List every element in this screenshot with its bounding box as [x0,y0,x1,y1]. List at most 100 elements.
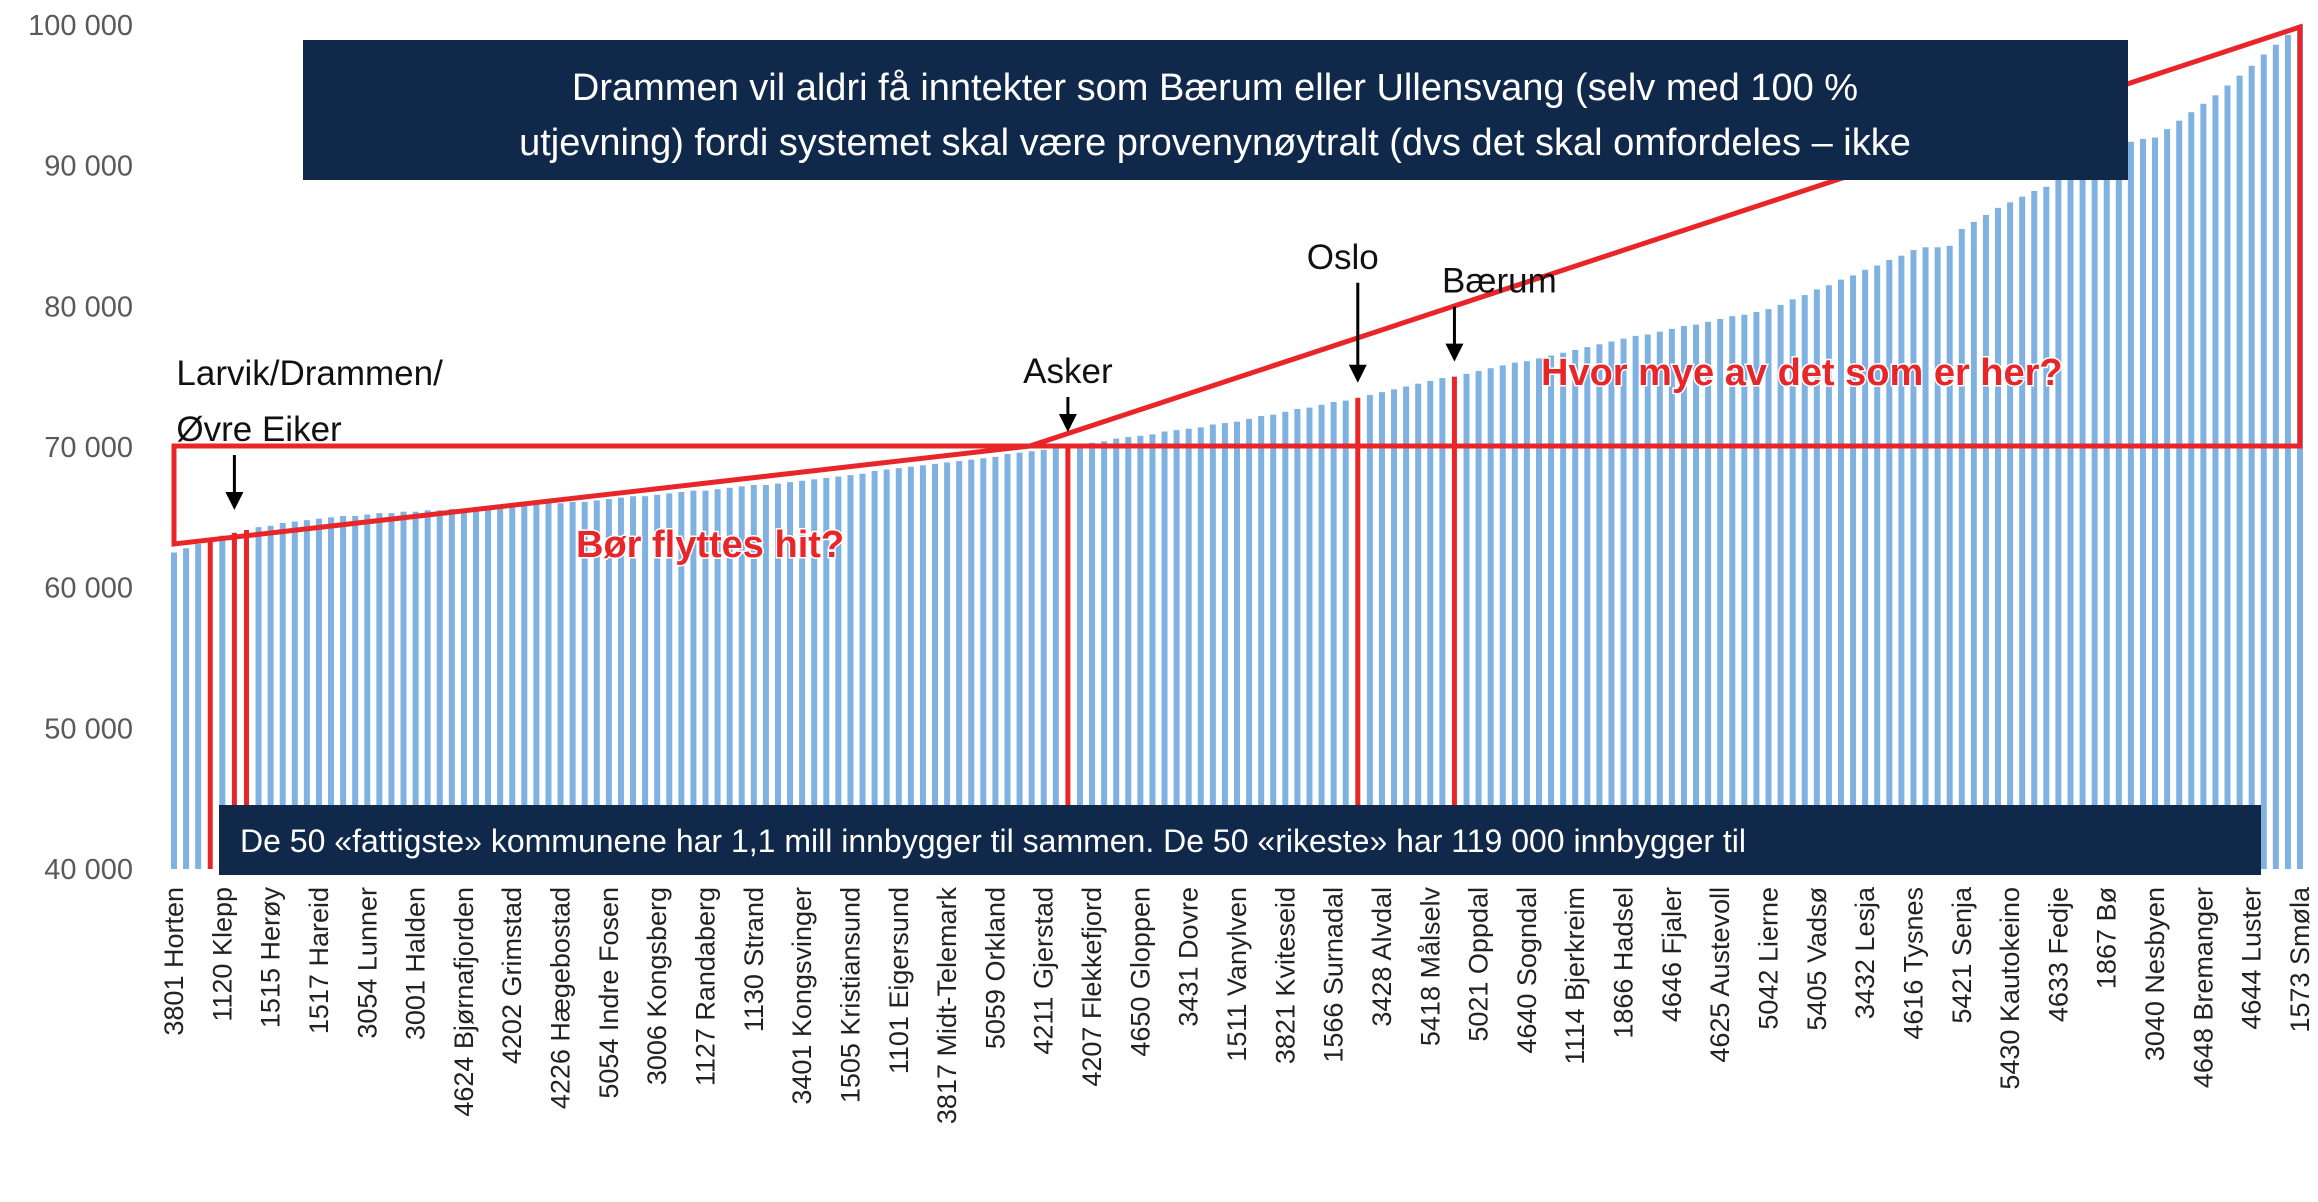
x-tick-label: 4644 Luster [2237,887,2267,1030]
bar [509,506,516,869]
bar [1982,214,1989,869]
bar [774,483,781,869]
x-tick-label: 3040 Nesbyen [2140,887,2170,1061]
bar [1886,259,1893,869]
bar [1693,324,1700,869]
x-tick-label: 1120 Klepp [207,887,237,1022]
highlight-bar [231,532,237,869]
x-tick-label: 5421 Senja [1947,886,1977,1024]
bar [1535,358,1542,869]
bar [605,499,612,869]
bar [1910,250,1917,870]
bar [2188,112,2195,870]
bar [1403,386,1410,869]
arrow-head [225,491,244,510]
bar [1318,404,1325,869]
bar [738,486,745,869]
bar [1777,304,1784,870]
bar [1813,289,1820,869]
bar [388,513,395,869]
bar [400,511,407,869]
x-tick-label: 4616 Tysnes [1898,887,1928,1040]
bar [1753,311,1760,870]
bar [1934,247,1941,870]
bar [557,503,564,869]
x-tick-label: 5042 Lierne [1754,887,1784,1030]
bar [1596,344,1603,869]
top-box-text: Drammen vil aldri få inntekter som Bærum… [572,67,1858,109]
bar [823,477,830,869]
red-outline [171,23,2303,547]
x-tick-label: 1867 Bø [2092,887,2122,989]
bar [1584,347,1591,869]
highlight-bar [207,539,213,869]
top-box [303,40,2128,180]
x-tick-label: 3801 Horten [159,887,189,1036]
bar [932,463,939,869]
x-tick-label: 1114 Bjerkreim [1560,887,1590,1065]
bar [811,479,818,869]
bar [1391,389,1398,869]
bar [2031,190,2038,869]
bar [1270,414,1277,869]
bar [750,484,757,869]
bar [279,522,286,869]
bar [2260,54,2267,870]
bar [1330,401,1337,869]
bar [1234,421,1240,869]
x-tick-label: 1866 Hadsel [1609,887,1639,1039]
annotation-label: Øvre Eiker [176,410,342,449]
bar [702,490,709,869]
bars: 40 000 50 000 60 000 70 000 80 000 90 000 100 … [28,10,2315,1124]
x-tick-label: 3817 Midt-Telemark [932,886,962,1124]
bar [2176,120,2183,870]
bar [895,468,902,869]
arrow-head [1348,364,1367,383]
y-tick-label: 50 000 [44,713,133,745]
x-tick-label: 4624 Bjørnafjorden [449,887,479,1117]
bar [1113,438,1120,869]
bar [714,489,721,869]
bar [1705,321,1712,870]
annotation-label: Larvik/Drammen/ [176,354,443,393]
bar [1656,331,1663,869]
bar [1729,316,1736,869]
bar [364,514,371,869]
bar [1970,221,1977,869]
bar [472,507,479,869]
bar [1644,334,1651,869]
annotation-label: Asker [1023,352,1113,391]
x-tick-label: 3428 Alvdal [1367,887,1397,1027]
bar [183,548,190,869]
bar [569,501,576,869]
bar [617,497,624,869]
bar [1874,265,1881,869]
bar [1197,427,1204,869]
bar [1366,394,1373,869]
bar [2272,44,2279,869]
bar [847,475,854,869]
highlight-bar [1451,376,1457,869]
bar [1717,318,1724,869]
x-tick-label: 4650 Gloppen [1125,887,1155,1057]
bar [1161,431,1168,869]
bar [1862,269,1869,869]
bar [1052,448,1059,869]
x-tick-label: 3431 Dovre [1174,887,1204,1027]
bar [1378,392,1385,869]
bar [762,484,769,869]
bar [1560,352,1567,870]
bar [1632,335,1639,870]
bar [1946,245,1953,869]
bar [1487,368,1494,869]
bar [642,496,649,869]
bar [2152,137,2159,870]
highlight-bar [1065,447,1071,869]
arrow-head [1445,343,1464,362]
bar [448,508,455,869]
x-tick-label: 5059 Orkland [980,887,1010,1049]
bar [1125,437,1132,869]
bar [1499,365,1506,869]
bottom-box [219,805,2261,875]
